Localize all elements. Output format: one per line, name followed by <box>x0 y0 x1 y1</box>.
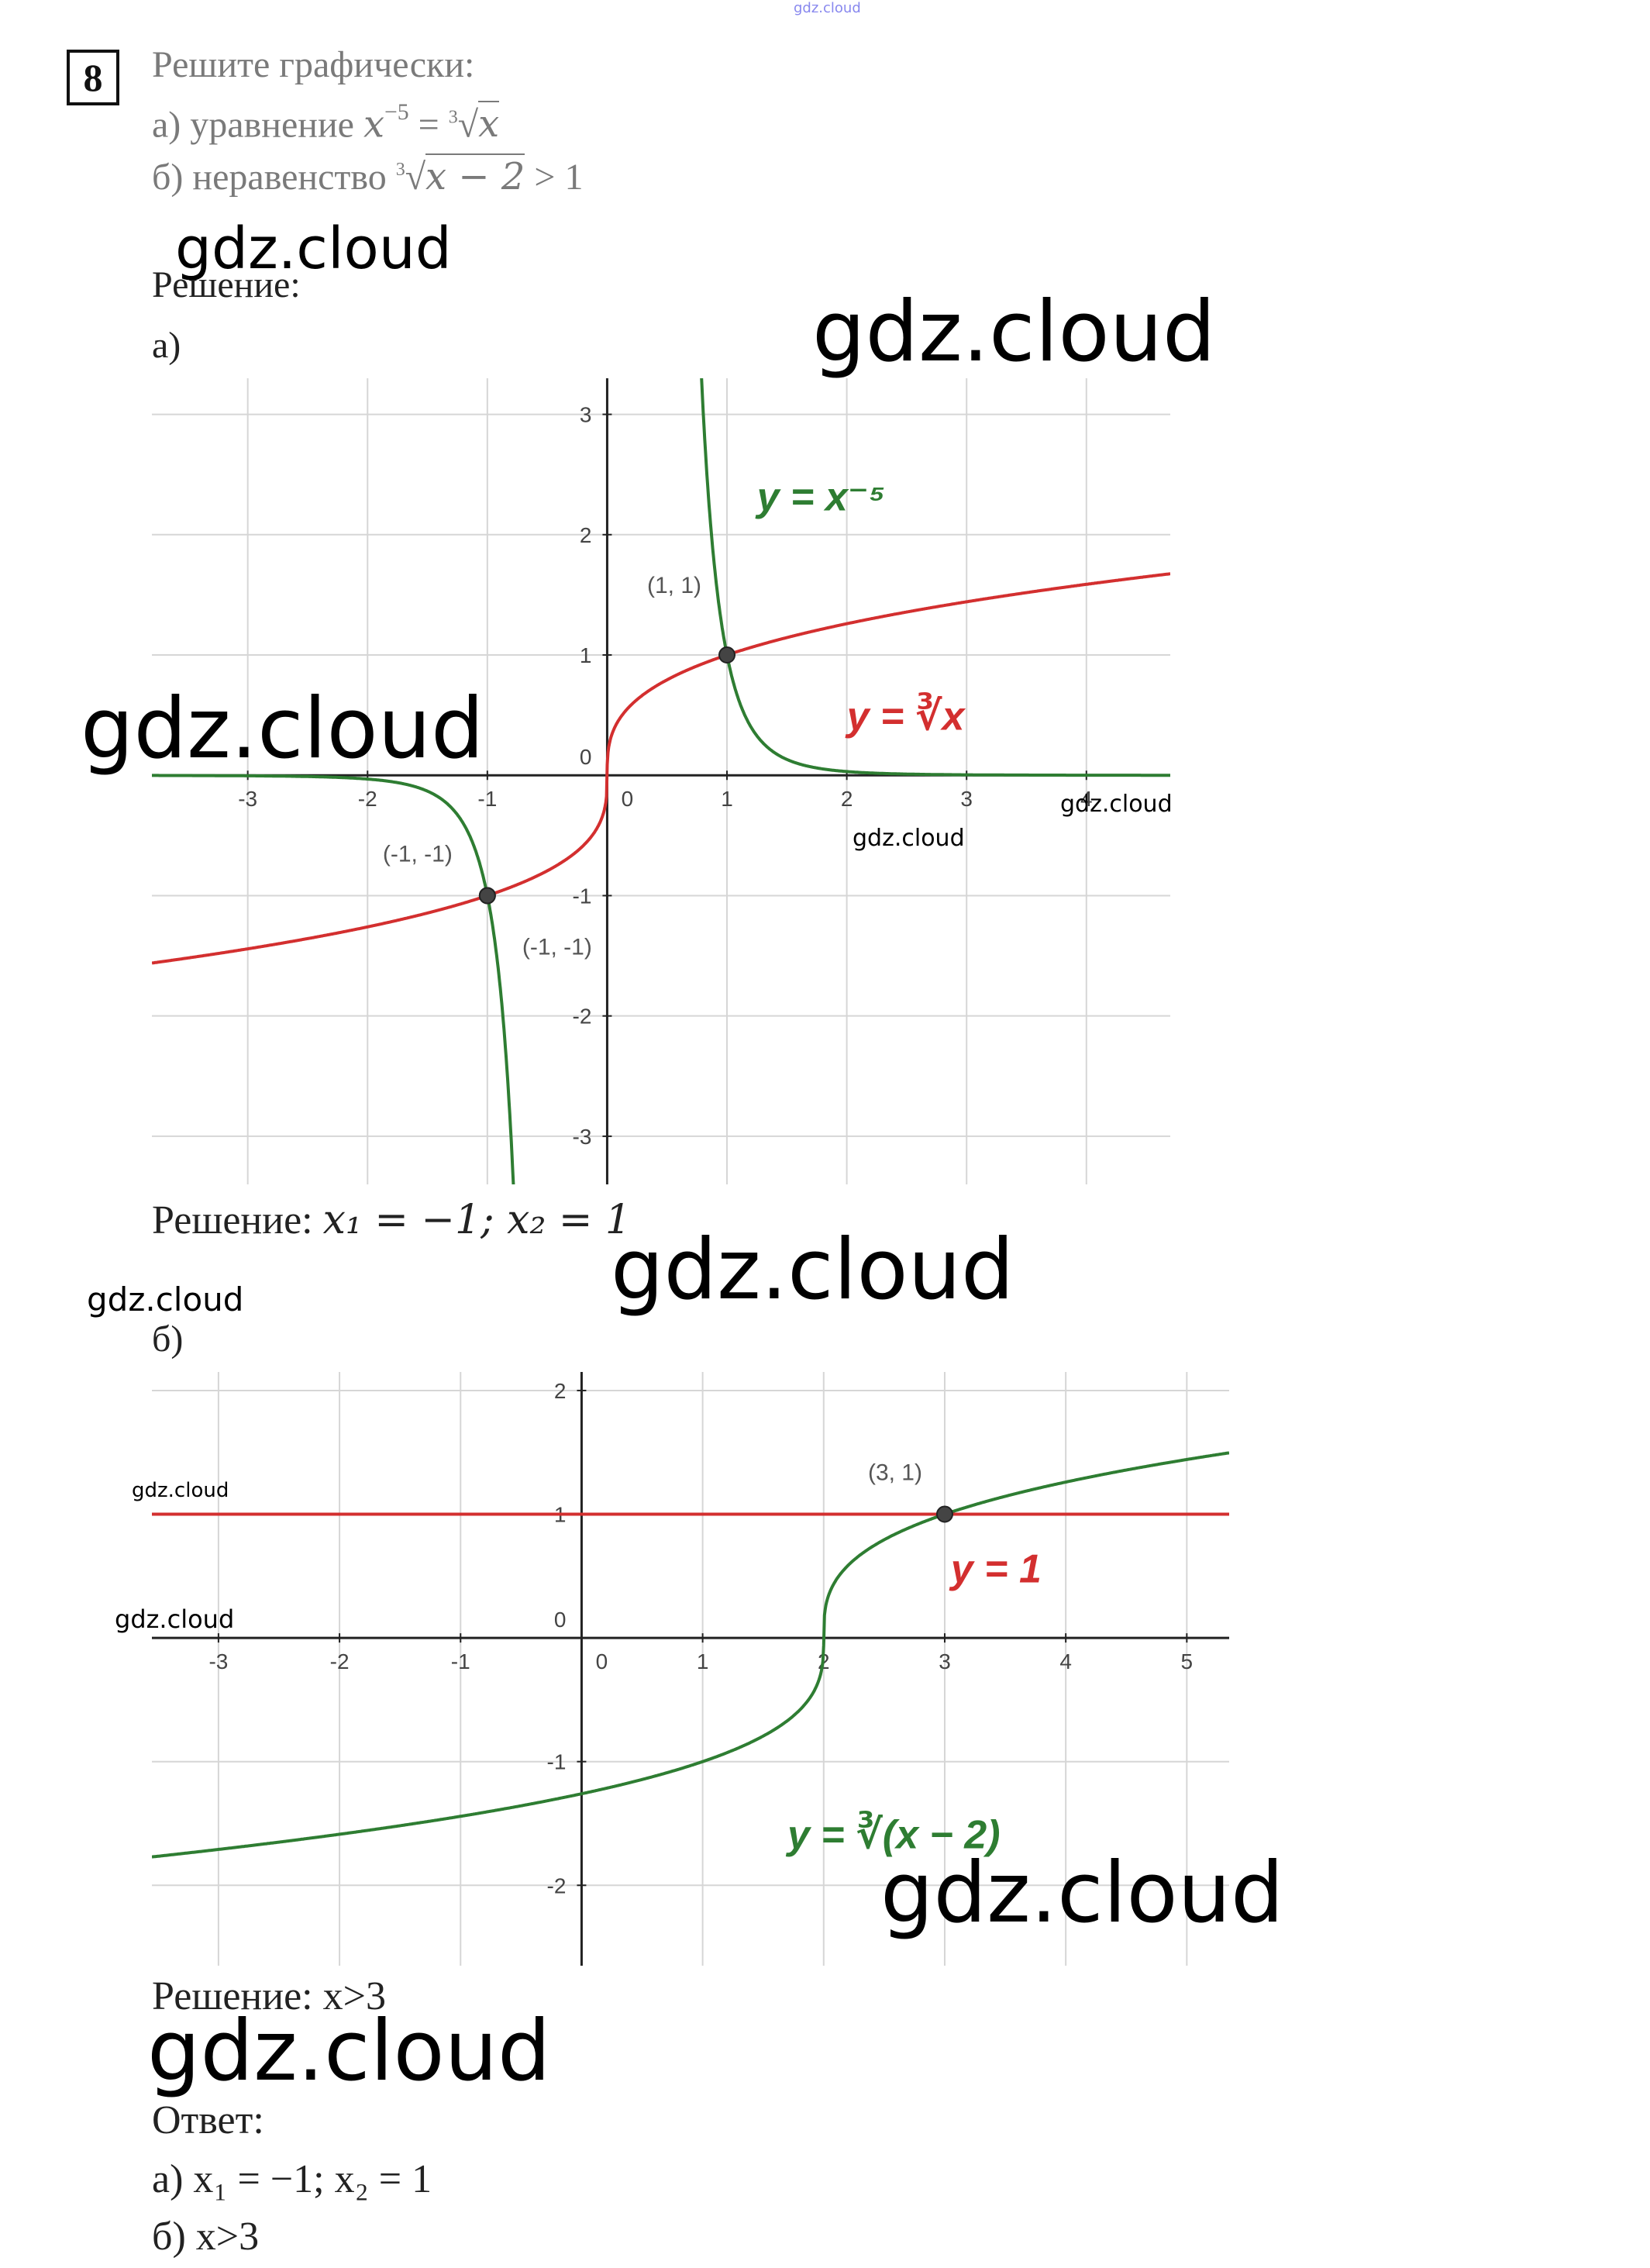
radical-icon: √ <box>405 157 426 198</box>
y-tick-label: -1 <box>547 1750 567 1774</box>
solution-a-label: а) <box>152 325 181 366</box>
x-tick-label: -2 <box>330 1649 350 1673</box>
watermark-11: gdz.cloud <box>147 2003 551 2100</box>
curve-label: y = ∛(x − 2) <box>785 1810 1001 1857</box>
watermark-8: gdz.cloud <box>132 1479 229 1502</box>
y-tick-label: -2 <box>573 1005 592 1029</box>
point-label: (-1, -1) <box>522 934 592 960</box>
series-line-0 <box>700 378 1170 777</box>
point-label: (1, 1) <box>647 573 701 598</box>
task-a-base: x <box>363 102 385 146</box>
solution-a-result-math: x₁ = −1; x₂ = 1 <box>322 1197 632 1243</box>
point-label: (-1, -1) <box>383 841 453 867</box>
task-part-b: б) неравенство 3√x − 2 > 1 <box>152 153 584 198</box>
x-tick-label: -1 <box>477 787 497 811</box>
x-tick-label: 1 <box>721 787 733 811</box>
x-tick-label: 4 <box>1080 787 1093 811</box>
task-b-rest: > 1 <box>525 157 584 198</box>
solution-a-result-prefix: Решение: <box>152 1198 323 1243</box>
watermark-2: gdz.cloud <box>812 284 1216 381</box>
watermark-10: gdz.cloud <box>880 1845 1284 1942</box>
x-tick-label: 2 <box>841 787 853 811</box>
watermark-3: gdz.cloud <box>81 681 484 777</box>
watermark-7: gdz.cloud <box>87 1280 244 1318</box>
watermark-9: gdz.cloud <box>115 1604 235 1634</box>
task-a-root-index: 3 <box>448 107 458 128</box>
watermark-5: gdz.cloud <box>853 825 965 852</box>
answer-a: а) x₁ = −1; x₂ = 1 <box>152 2157 432 2201</box>
x-tick-label: -2 <box>358 787 377 811</box>
solution-heading: Решение: <box>152 264 301 305</box>
answer-b: б) x>3 <box>152 2215 260 2259</box>
task-a-radicand: x <box>478 101 500 146</box>
x-tick-label: -3 <box>238 787 257 811</box>
y-tick-label: -1 <box>573 884 592 908</box>
task-part-a: а) уравнение x−5 = 3√x <box>152 99 500 146</box>
chart-a: -3 -2 -1 0 1 2 3 4 -3 -2 -1 0 1 2 3 (1, 1) (-1, -1) (-1, … <box>152 378 1170 1184</box>
x-tick-label: -3 <box>208 1649 228 1673</box>
y-tick-label: 2 <box>554 1379 567 1403</box>
task-a-prefix: а) уравнение <box>152 104 363 146</box>
watermark-1: gdz.cloud <box>175 215 452 282</box>
series-line-0 <box>152 1451 1229 1859</box>
solution-b-result: Решение: x>3 <box>152 1974 386 2018</box>
curve-label: y = 1 <box>949 1546 1042 1591</box>
y-tick-label: 1 <box>580 643 592 667</box>
x-tick-label: 5 <box>1181 1649 1194 1673</box>
x-tick-label: 0 <box>622 787 634 811</box>
intersection-point <box>935 1505 953 1523</box>
intersection-point <box>478 887 496 905</box>
solution-a-result: Решение: x₁ = −1; x₂ = 1 <box>152 1197 631 1243</box>
answer-heading: Ответ: <box>152 2098 264 2142</box>
curve-label: y = x⁻⁵ <box>755 475 886 520</box>
x-tick-label: 3 <box>960 787 973 811</box>
curve-label: y = ∛x <box>845 691 966 739</box>
x-tick-label: 4 <box>1059 1649 1072 1673</box>
task-b-prefix: б) неравенство <box>152 157 396 198</box>
series-line-0 <box>152 774 515 1184</box>
task-a-exponent: −5 <box>384 99 409 125</box>
watermark-4: gdz.cloud <box>1060 791 1173 818</box>
radical-icon: √ <box>457 104 479 146</box>
y-tick-label: -2 <box>547 1873 567 1897</box>
y-tick-label: 3 <box>580 403 592 427</box>
intersection-point <box>718 646 736 664</box>
watermark-6: gdz.cloud <box>611 1222 1014 1318</box>
watermark-top: gdz.cloud <box>794 0 861 16</box>
y-tick-label: -3 <box>573 1125 592 1149</box>
y-tick-label: 2 <box>580 523 592 547</box>
task-b-root-index: 3 <box>395 160 405 180</box>
y-tick-label: 0 <box>554 1608 567 1632</box>
solution-b-label: б) <box>152 1318 184 1360</box>
series-line-1 <box>152 572 1170 965</box>
x-tick-label: 0 <box>596 1649 608 1673</box>
x-tick-label: 3 <box>939 1649 951 1673</box>
point-label: (3, 1) <box>868 1460 922 1486</box>
task-b-radicand: x − 2 <box>425 153 525 198</box>
x-tick-label: -1 <box>451 1649 470 1673</box>
task-title: Решите графически: <box>152 44 475 85</box>
task-a-eq: = <box>408 104 449 146</box>
task-number-box: 8 <box>67 50 119 105</box>
x-tick-label: 1 <box>697 1649 709 1673</box>
y-tick-label: 0 <box>580 745 592 769</box>
